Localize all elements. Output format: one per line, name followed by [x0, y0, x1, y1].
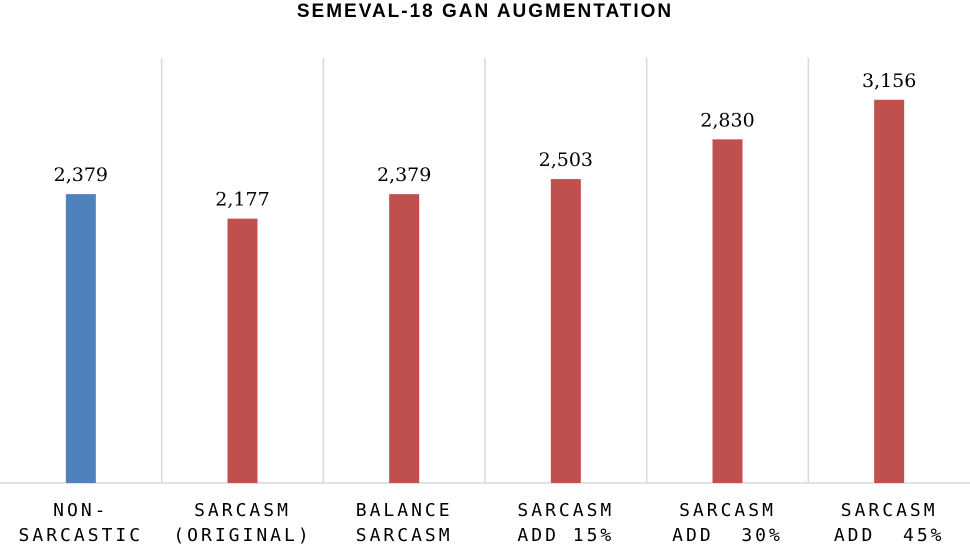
data-label: 2,177 — [215, 189, 269, 211]
category-label: SARCASTIC — [19, 525, 144, 546]
category-label: SARCASM — [841, 500, 938, 521]
data-label: 2,379 — [54, 164, 108, 186]
category-labels-group: NON- SARCASTIC SARCASM (ORIGINAL) BALANCE SAR… — [19, 500, 945, 546]
category-label: SARCASM — [679, 500, 776, 521]
data-label: 2,503 — [539, 149, 593, 171]
bar — [874, 99, 905, 484]
bar — [712, 139, 743, 483]
category-label: (ORIGINAL) — [173, 525, 311, 546]
category-label: SARCASM — [194, 500, 291, 521]
category-label: ADD 15% — [517, 525, 614, 546]
category-label: SARCASM — [356, 525, 453, 546]
category-label: ADD 30% — [672, 525, 783, 546]
chart-title: SEMEVAL-18 GAN AUGMENTATION — [297, 1, 673, 22]
category-label: ADD 45% — [834, 525, 945, 546]
category-gridlines — [160, 58, 810, 483]
data-label: 3,156 — [862, 70, 916, 92]
bar — [65, 194, 96, 483]
category-label: NON- — [53, 500, 108, 521]
data-labels-group: 2,379 2,177 2,379 2,503 2,830 3,156 — [54, 70, 917, 211]
bars-group — [65, 99, 905, 484]
bar — [227, 218, 258, 483]
bar — [550, 179, 581, 484]
data-label: 2,379 — [377, 164, 431, 186]
data-label: 2,830 — [700, 109, 754, 131]
category-label: SARCASM — [517, 500, 614, 521]
bar — [389, 194, 420, 483]
category-label: BALANCE — [356, 500, 453, 521]
